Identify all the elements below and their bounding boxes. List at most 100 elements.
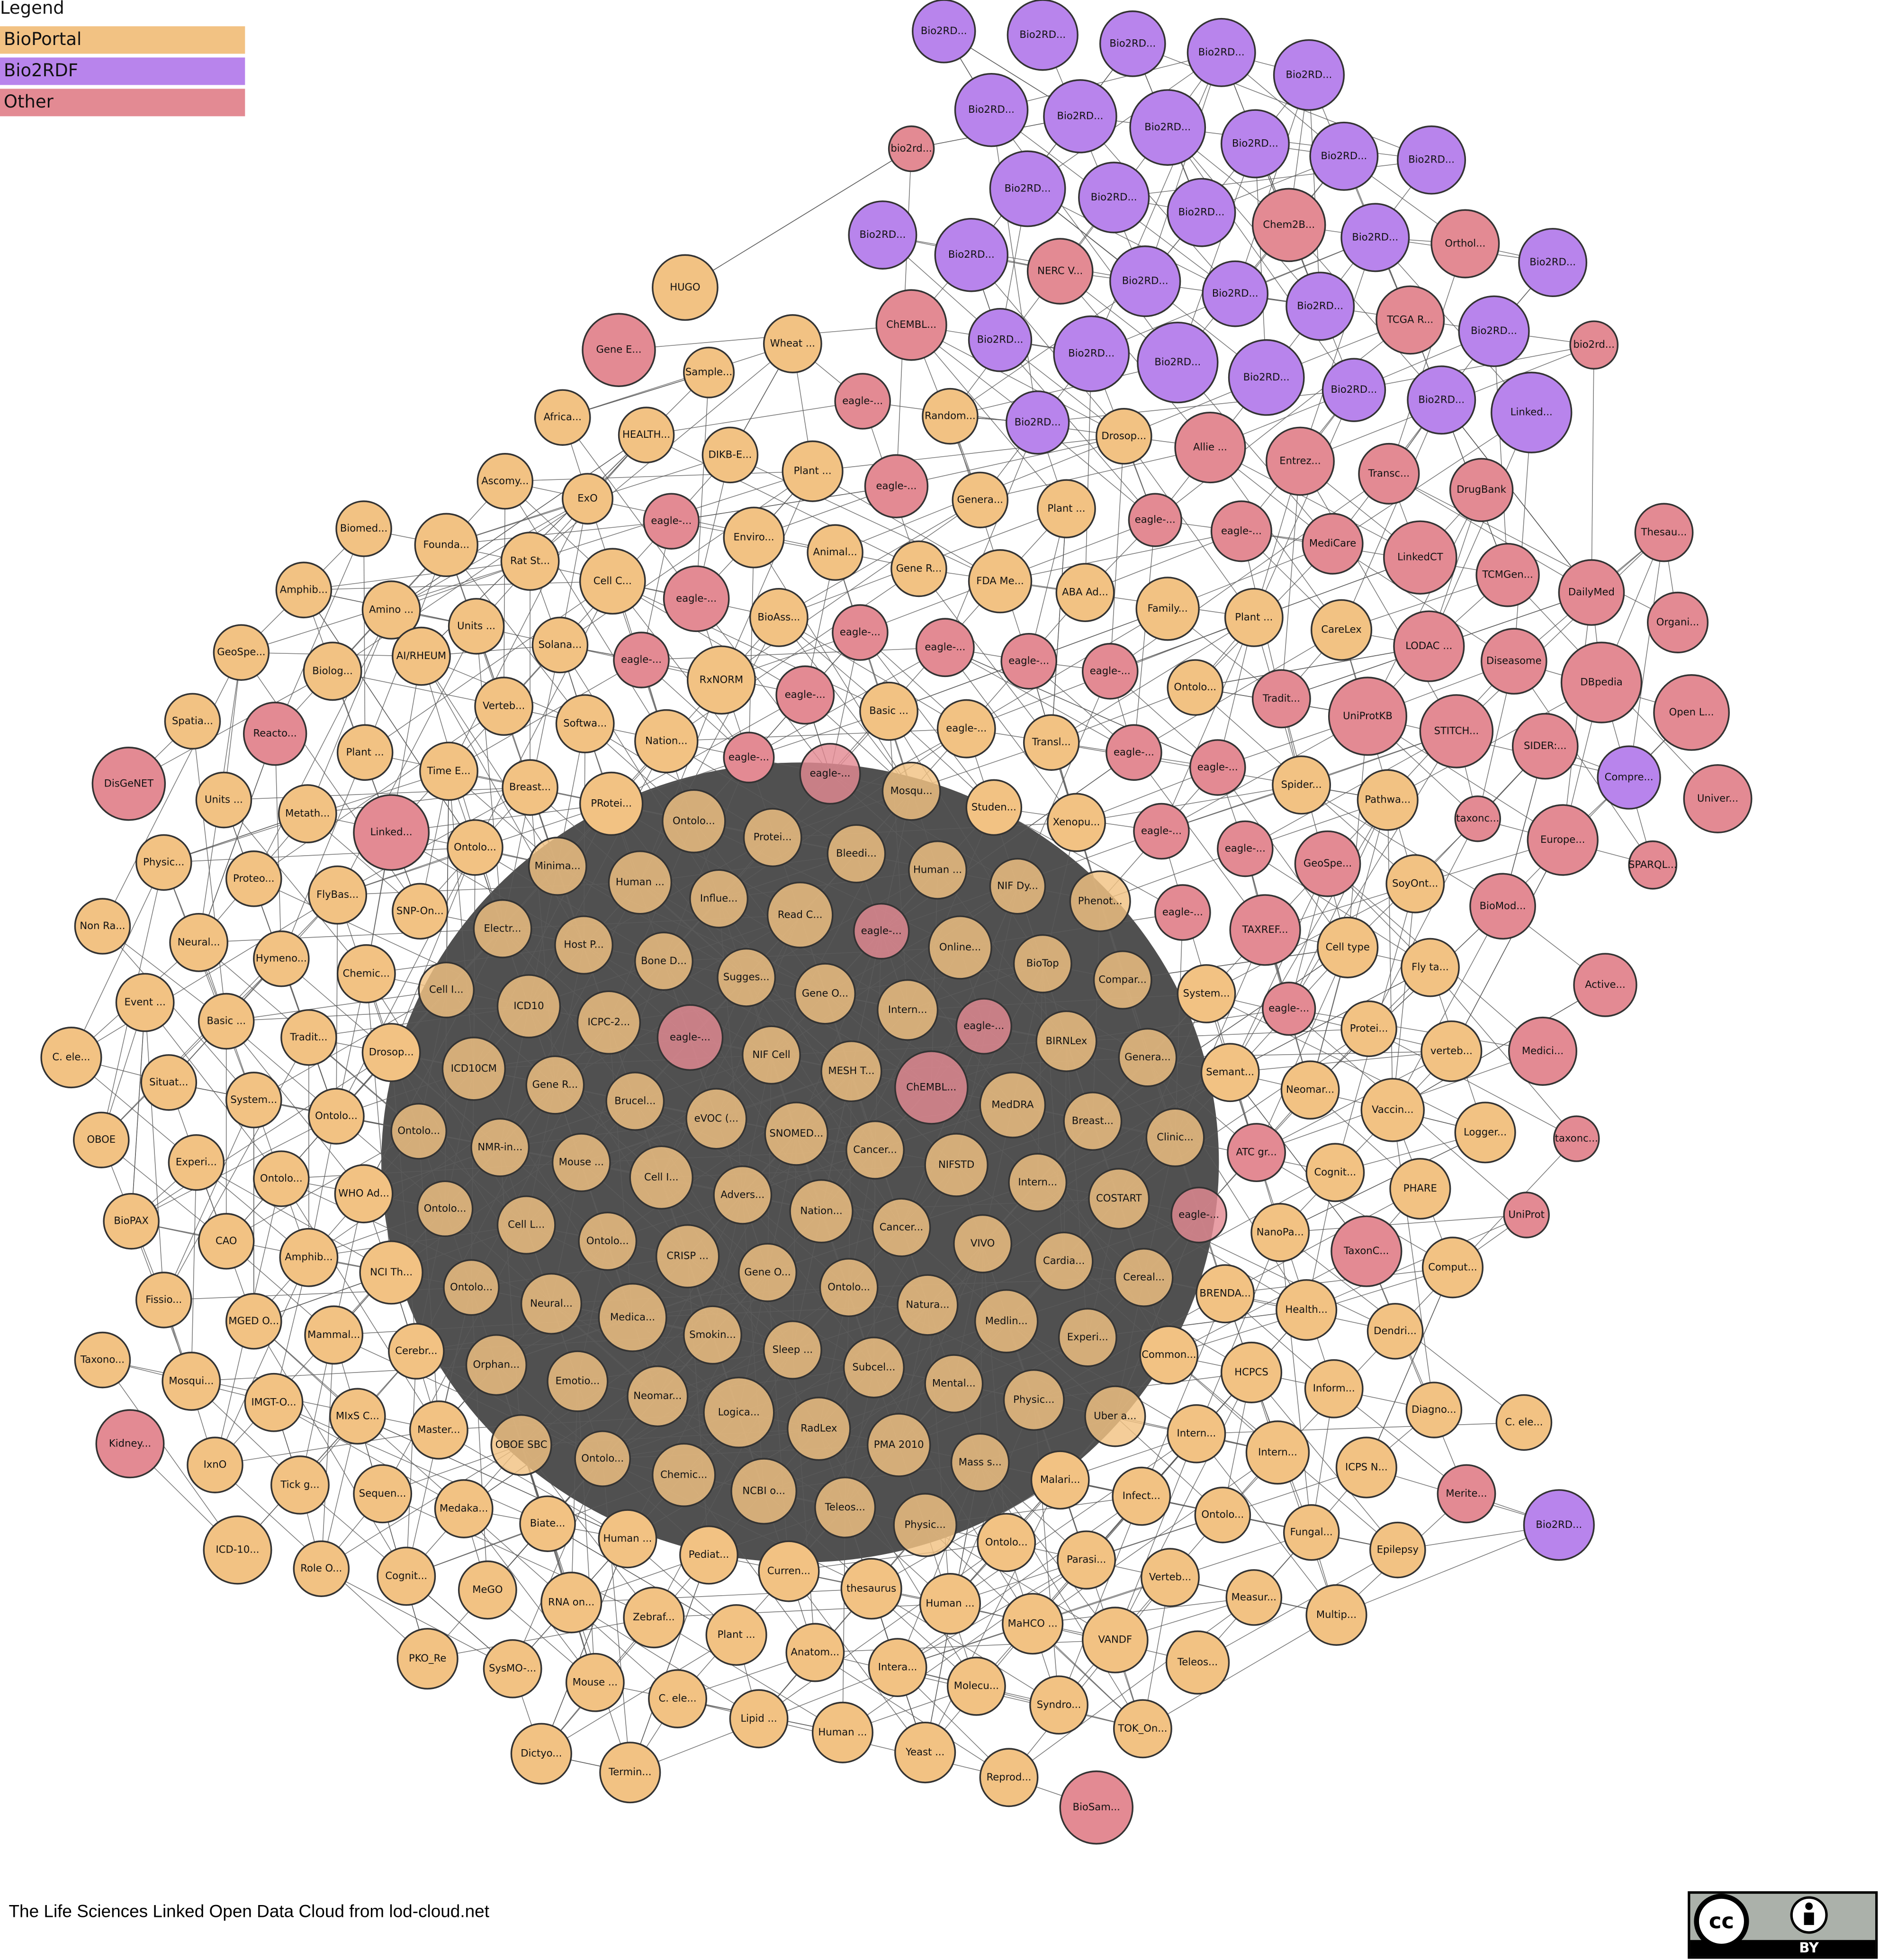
- node: [723, 732, 775, 784]
- node: [270, 1455, 330, 1515]
- node-label: Kidney...: [109, 1437, 151, 1449]
- node: [717, 948, 776, 1007]
- edge: [976, 1496, 1142, 1687]
- node-label: VANDF: [1098, 1634, 1132, 1645]
- edge: [1392, 985, 1606, 1111]
- node: [848, 200, 917, 270]
- node: [1491, 371, 1573, 453]
- node-label: Verteb...: [1149, 1571, 1191, 1583]
- legend-label: BioPortal: [4, 29, 81, 49]
- node: [525, 1055, 585, 1115]
- node-label: Bio2RD...: [977, 334, 1024, 345]
- node: [187, 1436, 243, 1493]
- edge: [416, 1084, 556, 1352]
- edge: [366, 973, 527, 1226]
- node-label: IMGT-O...: [251, 1396, 296, 1408]
- node: [1112, 1466, 1171, 1526]
- node: [1133, 803, 1190, 860]
- node-label: Chemic...: [660, 1468, 707, 1480]
- edge: [1076, 785, 1302, 823]
- node: [1145, 1108, 1205, 1167]
- edge: [966, 728, 1043, 964]
- edge: [547, 1523, 737, 1635]
- edge: [960, 912, 1183, 948]
- edge: [1000, 581, 1254, 618]
- node-label: Smokin...: [689, 1328, 736, 1340]
- node-label: Ontolo...: [586, 1235, 629, 1246]
- node: [1419, 694, 1494, 768]
- node: [807, 524, 863, 581]
- node-label: Comput...: [1428, 1261, 1477, 1273]
- edge: [860, 632, 994, 808]
- edge: [778, 617, 967, 729]
- node: [1002, 1593, 1064, 1655]
- node-label: Sequen...: [359, 1487, 406, 1499]
- node: [361, 1023, 421, 1082]
- edge: [980, 447, 1211, 501]
- node-label: Semant...: [1206, 1066, 1254, 1078]
- edge: [829, 581, 1001, 774]
- edge: [1132, 43, 1432, 161]
- node: [634, 709, 699, 774]
- node-label: ATC gr...: [1236, 1146, 1277, 1158]
- edge: [1042, 964, 1064, 1262]
- node-label: Founda...: [423, 538, 469, 550]
- node: [293, 1540, 350, 1597]
- node-label: Sugges...: [723, 971, 770, 983]
- node: [359, 1240, 423, 1305]
- node-label: Logica...: [718, 1406, 760, 1418]
- node: [652, 254, 719, 321]
- node-label: Chem2B...: [1263, 218, 1315, 230]
- node-label: Intern...: [1018, 1176, 1057, 1188]
- node-label: Wheat ...: [770, 337, 815, 349]
- edge: [1332, 331, 1494, 544]
- node: [679, 1525, 738, 1585]
- node: [1141, 1548, 1200, 1608]
- edge: [1063, 1261, 1252, 1373]
- edge: [966, 608, 1168, 729]
- node: [168, 1134, 225, 1191]
- node-label: UniProt: [1508, 1209, 1544, 1220]
- edge: [530, 787, 610, 1023]
- node: [763, 314, 822, 373]
- edge: [418, 1131, 440, 1430]
- node-label: Ontolo...: [827, 1281, 870, 1293]
- node: [867, 1413, 931, 1477]
- node-label: Bio2RD...: [1529, 256, 1576, 268]
- edge: [1429, 412, 1532, 647]
- node-label: Fungal...: [1290, 1526, 1333, 1538]
- node: [1480, 628, 1547, 695]
- node-label: Bio2RD...: [1243, 371, 1290, 383]
- edge: [845, 1287, 849, 1508]
- node: [448, 598, 505, 655]
- edge: [1336, 1525, 1559, 1616]
- edge: [1034, 1372, 1252, 1400]
- edge: [1114, 159, 1432, 198]
- node-label: ExO: [577, 492, 597, 504]
- node-label: ICD10: [513, 1000, 544, 1012]
- edge: [463, 1508, 595, 1683]
- node: [1135, 577, 1200, 641]
- node-label: Biolog...: [312, 665, 353, 677]
- node-label: Bio2RD...: [1471, 325, 1517, 336]
- node: [811, 1701, 874, 1763]
- edge: [950, 1400, 1034, 1604]
- edge: [473, 847, 476, 1069]
- node-label: Proteo...: [233, 872, 274, 884]
- node-label: Linked...: [1510, 406, 1553, 418]
- edge: [391, 847, 476, 1053]
- node-label: IxnO: [204, 1458, 227, 1470]
- edge: [474, 1037, 691, 1069]
- edge: [562, 417, 697, 599]
- node-label: UniProtKB: [1343, 710, 1393, 722]
- node-label: Bio2RD...: [1154, 356, 1201, 368]
- edge: [653, 1617, 843, 1733]
- edge: [1206, 993, 1452, 1052]
- cc-icon: [1694, 1894, 1749, 1949]
- node: [799, 743, 861, 805]
- edge: [1245, 731, 1457, 849]
- node: [1154, 884, 1211, 941]
- edge: [612, 581, 889, 712]
- node: [859, 681, 919, 741]
- node: [1053, 315, 1130, 392]
